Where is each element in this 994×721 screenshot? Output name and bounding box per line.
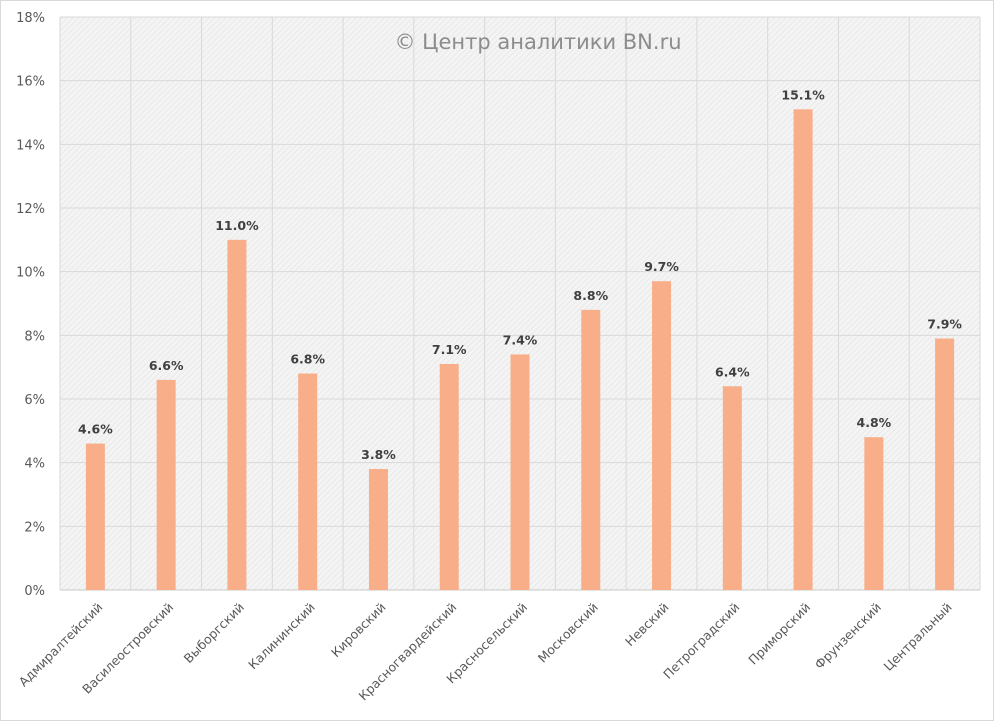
bars bbox=[85, 109, 955, 591]
x-tick-label: Калининский bbox=[245, 600, 318, 673]
x-tick-label: Московский bbox=[535, 600, 601, 666]
y-tick-label: 6% bbox=[24, 393, 45, 408]
y-tick-label: 16% bbox=[16, 75, 45, 90]
bar bbox=[227, 239, 247, 591]
x-tick-label: Петроградский bbox=[660, 600, 742, 682]
data-label: 6.8% bbox=[290, 352, 325, 367]
y-tick-label: 4% bbox=[24, 457, 45, 472]
bar bbox=[652, 281, 672, 590]
bar bbox=[510, 354, 530, 590]
data-label: 7.4% bbox=[503, 332, 538, 347]
bar bbox=[85, 443, 105, 590]
x-tick-label: Кировский bbox=[328, 600, 389, 661]
x-tick-label: Центральный bbox=[881, 600, 955, 674]
data-label: 6.6% bbox=[149, 358, 184, 373]
data-label: 8.8% bbox=[573, 288, 608, 303]
data-label: 3.8% bbox=[361, 447, 396, 462]
data-label: 15.1% bbox=[781, 87, 825, 102]
data-label: 9.7% bbox=[644, 259, 679, 274]
bar bbox=[864, 437, 884, 590]
x-tick-label: Фрунзенский bbox=[812, 600, 884, 672]
bar bbox=[156, 379, 176, 590]
bar bbox=[793, 109, 813, 591]
y-tick-label: 0% bbox=[24, 584, 45, 599]
y-tick-label: 8% bbox=[24, 329, 45, 344]
y-tick-label: 2% bbox=[24, 520, 45, 535]
bar bbox=[298, 373, 318, 590]
y-axis: 0% 2% 4% 6% 8% 10% 12% 14% 16% 18% bbox=[16, 11, 45, 599]
data-label: 11.0% bbox=[215, 218, 259, 233]
bar bbox=[581, 309, 601, 590]
y-tick-label: 10% bbox=[16, 266, 45, 281]
data-label: 7.9% bbox=[927, 317, 962, 332]
bar bbox=[439, 363, 459, 590]
bar bbox=[368, 469, 388, 590]
gridlines bbox=[59, 16, 981, 591]
data-label: 7.1% bbox=[432, 342, 467, 357]
x-tick-label: Приморский bbox=[745, 600, 813, 668]
y-tick-label: 14% bbox=[16, 138, 45, 153]
x-tick-label: Невский bbox=[622, 600, 672, 650]
y-tick-label: 12% bbox=[16, 202, 45, 217]
bar bbox=[722, 386, 742, 590]
data-label: 4.8% bbox=[857, 415, 892, 430]
data-label: 6.4% bbox=[715, 364, 750, 379]
watermark: © Центр аналитики BN.ru bbox=[394, 30, 681, 54]
data-label: 4.6% bbox=[78, 422, 113, 437]
x-tick-label: Выборгский bbox=[181, 600, 247, 666]
y-tick-label: 18% bbox=[16, 11, 45, 26]
bar bbox=[935, 338, 955, 590]
data-labels: 4.6% 6.6% 11.0% 6.8% 3.8% 7.1% 7.4% 8.8% 9.7% 6.4… bbox=[78, 87, 962, 462]
